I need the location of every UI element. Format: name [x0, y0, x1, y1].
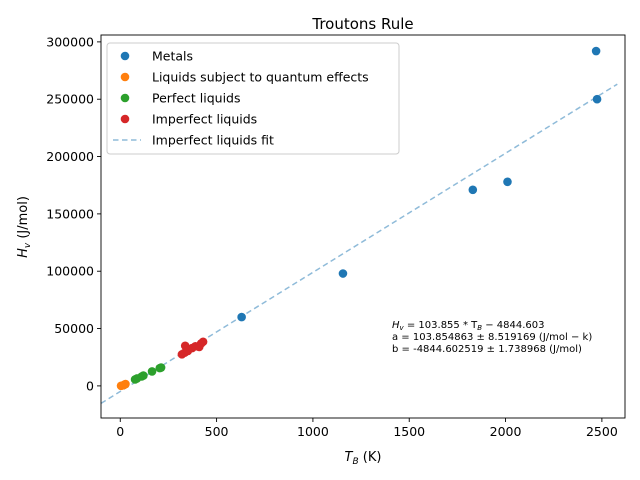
- data-point: [592, 94, 602, 104]
- legend-entries: Metals Liquids subject to quantum effects…: [113, 49, 369, 148]
- plot-frame: [100, 34, 626, 419]
- data-point: [591, 46, 601, 56]
- legend-marker: [120, 114, 130, 124]
- series-1: [116, 379, 130, 391]
- y-axis-label: Hv (J/mol): [16, 196, 33, 258]
- x-tick-label: 1000: [297, 424, 329, 439]
- legend-marker: [120, 93, 130, 103]
- annotation-slope: a = 103.854863 ± 8.519169 (J/mol − k): [392, 332, 592, 343]
- annotation-intercept: b = -4844.602519 ± 1.738968 (J/mol): [392, 344, 582, 355]
- y-tick-label: 50000: [54, 321, 94, 336]
- y-tick-label: 250000: [46, 92, 94, 107]
- fit-annotation: Hv = 103.855 * TB − 4844.603 a = 103.854…: [392, 320, 592, 355]
- chart-title: Troutons Rule: [311, 15, 413, 33]
- x-tick-label: 2000: [490, 424, 522, 439]
- x-tick-label: 0: [116, 424, 124, 439]
- annotation-equation: Hv = 103.855 * TB − 4844.603: [392, 320, 545, 332]
- data-point: [237, 312, 246, 322]
- data-point: [121, 379, 130, 389]
- data-point: [155, 363, 165, 373]
- ticks-layer: 0 500 1000 1500 2000 2500 0 50000 100000 150000 20…: [46, 34, 618, 439]
- data-point: [147, 367, 157, 376]
- y-tick-label: 150000: [46, 206, 94, 221]
- series-3: [177, 337, 208, 359]
- legend-marker: [120, 51, 130, 61]
- legend-box: [106, 42, 400, 155]
- legend-label: Imperfect liquids fit: [152, 133, 274, 148]
- legend-label: Liquids subject to quantum effects: [152, 70, 369, 85]
- x-axis-label: TB (K): [345, 450, 382, 467]
- legend-label: Imperfect liquids: [152, 112, 257, 127]
- x-tick-label: 500: [205, 424, 229, 439]
- data-point: [468, 185, 478, 195]
- legend-label: Metals: [152, 49, 193, 64]
- legend-marker: [120, 72, 130, 82]
- data-point: [198, 337, 208, 347]
- data-point: [338, 269, 348, 278]
- y-tick-label: 0: [86, 378, 94, 393]
- data-point: [503, 177, 512, 187]
- data-point: [139, 371, 148, 380]
- legend: Metals Liquids subject to quantum effects…: [106, 42, 400, 155]
- y-tick-label: 300000: [46, 34, 94, 49]
- series-0: [237, 46, 602, 322]
- points-layer: [116, 46, 602, 391]
- y-tick-label: 200000: [46, 149, 94, 164]
- legend-label: Perfect liquids: [152, 91, 240, 106]
- x-tick-label: 2500: [586, 424, 618, 439]
- series-2: [130, 363, 166, 384]
- x-tick-label: 1500: [393, 424, 425, 439]
- y-tick-label: 100000: [46, 264, 94, 279]
